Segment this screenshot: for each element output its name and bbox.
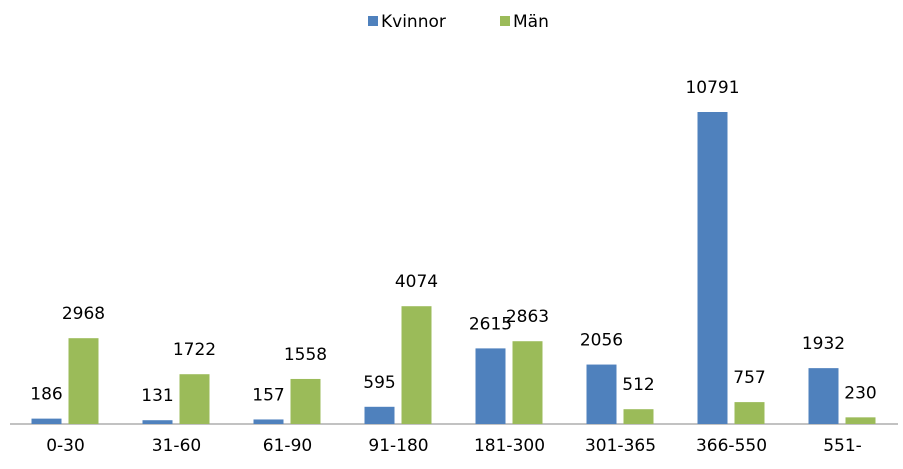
x-tick-label: 31-60 bbox=[152, 436, 201, 456]
data-label: 4074 bbox=[395, 272, 438, 292]
bar bbox=[586, 364, 617, 424]
x-tick-label: 301-365 bbox=[585, 436, 656, 456]
data-label: 131 bbox=[141, 386, 173, 406]
x-tick-label: 551- bbox=[823, 436, 862, 456]
data-label: 2056 bbox=[580, 331, 623, 351]
data-label: 512 bbox=[622, 375, 654, 395]
legend-swatch bbox=[500, 16, 510, 26]
x-tick-label: 61-90 bbox=[263, 436, 312, 456]
data-label: 2968 bbox=[62, 304, 105, 324]
data-label: 1558 bbox=[284, 345, 327, 365]
x-tick-label: 366-550 bbox=[696, 436, 767, 456]
bar bbox=[68, 338, 99, 424]
data-label: 2863 bbox=[506, 307, 549, 327]
bar bbox=[179, 374, 210, 424]
bar bbox=[253, 419, 284, 424]
bar bbox=[142, 420, 173, 424]
data-label: 757 bbox=[733, 368, 765, 388]
data-label: 10791 bbox=[685, 78, 739, 98]
x-tick-label: 91-180 bbox=[368, 436, 428, 456]
data-label: 2615 bbox=[469, 314, 512, 334]
bar bbox=[475, 348, 506, 424]
data-label: 1932 bbox=[802, 334, 845, 354]
data-label: 595 bbox=[363, 373, 395, 393]
x-tick-label: 0-30 bbox=[46, 436, 85, 456]
x-tick-label: 181-300 bbox=[474, 436, 545, 456]
bar bbox=[512, 341, 543, 424]
bar bbox=[734, 402, 765, 424]
bar bbox=[31, 418, 62, 424]
bar bbox=[808, 368, 839, 424]
bar bbox=[401, 306, 432, 424]
bar bbox=[697, 112, 728, 424]
bar bbox=[290, 378, 321, 424]
legend-label: Kvinnor bbox=[381, 12, 446, 32]
data-label: 186 bbox=[30, 385, 62, 405]
bar bbox=[364, 406, 395, 424]
bar bbox=[623, 409, 654, 424]
data-label: 230 bbox=[844, 383, 876, 403]
data-label: 157 bbox=[252, 385, 284, 405]
legend-label: Män bbox=[513, 12, 549, 32]
legend-swatch bbox=[368, 16, 378, 26]
bar bbox=[845, 417, 876, 424]
data-label: 1722 bbox=[173, 340, 216, 360]
